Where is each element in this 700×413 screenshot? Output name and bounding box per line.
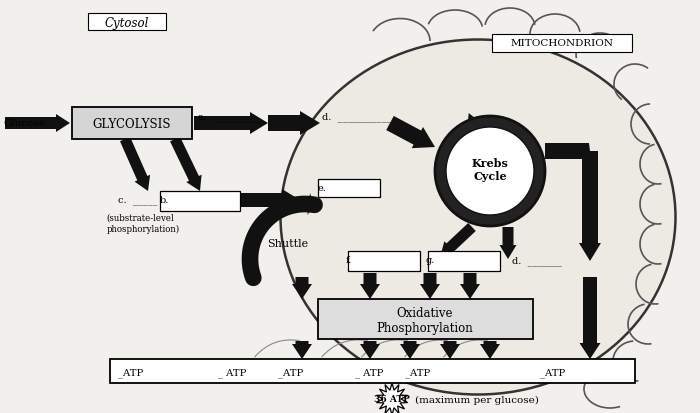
Polygon shape <box>440 223 476 257</box>
Polygon shape <box>579 152 601 261</box>
Text: b.: b. <box>160 196 169 205</box>
Bar <box>318 299 533 339</box>
Text: Oxidative
Phosphorylation: Oxidative Phosphorylation <box>377 306 473 334</box>
Polygon shape <box>360 341 380 359</box>
Ellipse shape <box>281 40 676 394</box>
Text: (maximum per glucose): (maximum per glucose) <box>415 394 539 404</box>
Circle shape <box>446 128 534 216</box>
Bar <box>318 180 380 197</box>
Text: g.: g. <box>426 256 435 265</box>
Text: e.: e. <box>318 184 327 193</box>
Polygon shape <box>268 112 320 136</box>
Text: GLYCOLYSIS: GLYCOLYSIS <box>92 118 172 131</box>
Bar <box>348 252 420 271</box>
Text: Glucose: Glucose <box>3 119 45 128</box>
Polygon shape <box>292 341 312 359</box>
Polygon shape <box>386 116 435 149</box>
Bar <box>72 108 192 140</box>
Polygon shape <box>240 190 300 211</box>
Text: MITOCHONDRION: MITOCHONDRION <box>510 39 613 48</box>
Polygon shape <box>377 383 407 413</box>
Polygon shape <box>307 194 314 216</box>
Text: Cytosol: Cytosol <box>105 17 149 29</box>
Text: d.  _______: d. _______ <box>512 256 561 265</box>
Polygon shape <box>440 341 460 359</box>
Text: a.  ___________: a. ___________ <box>198 113 267 122</box>
Text: 36 ATP: 36 ATP <box>374 394 410 404</box>
Polygon shape <box>360 273 380 299</box>
Text: c.  _____: c. _____ <box>118 196 158 205</box>
Text: f.: f. <box>346 256 352 265</box>
Bar <box>160 192 240 211</box>
Text: _ATP: _ATP <box>278 367 303 377</box>
Polygon shape <box>460 273 480 299</box>
Text: (substrate-level
phosphorylation): (substrate-level phosphorylation) <box>106 214 180 233</box>
Polygon shape <box>292 277 312 299</box>
Polygon shape <box>194 113 268 135</box>
Polygon shape <box>420 273 440 299</box>
Polygon shape <box>170 137 202 192</box>
Polygon shape <box>545 144 590 159</box>
Polygon shape <box>528 161 543 185</box>
Polygon shape <box>480 341 500 359</box>
Text: _ ATP: _ ATP <box>355 367 384 377</box>
Polygon shape <box>580 277 601 359</box>
Text: _ATP: _ATP <box>118 367 144 377</box>
Polygon shape <box>400 341 420 359</box>
Polygon shape <box>500 228 517 259</box>
Circle shape <box>435 117 545 226</box>
Text: Shuttle: Shuttle <box>267 238 309 248</box>
Text: _ATP: _ATP <box>405 367 430 377</box>
Bar <box>428 252 500 271</box>
Bar <box>492 35 632 53</box>
Bar <box>110 359 635 383</box>
Text: d.  ___________: d. ___________ <box>322 112 391 121</box>
Polygon shape <box>120 138 150 192</box>
Polygon shape <box>5 115 70 133</box>
Text: _ ATP: _ ATP <box>218 367 246 377</box>
Polygon shape <box>468 114 480 130</box>
Text: _ATP: _ATP <box>540 367 566 377</box>
Bar <box>88 14 166 31</box>
Text: Krebs
Cycle: Krebs Cycle <box>472 158 508 181</box>
